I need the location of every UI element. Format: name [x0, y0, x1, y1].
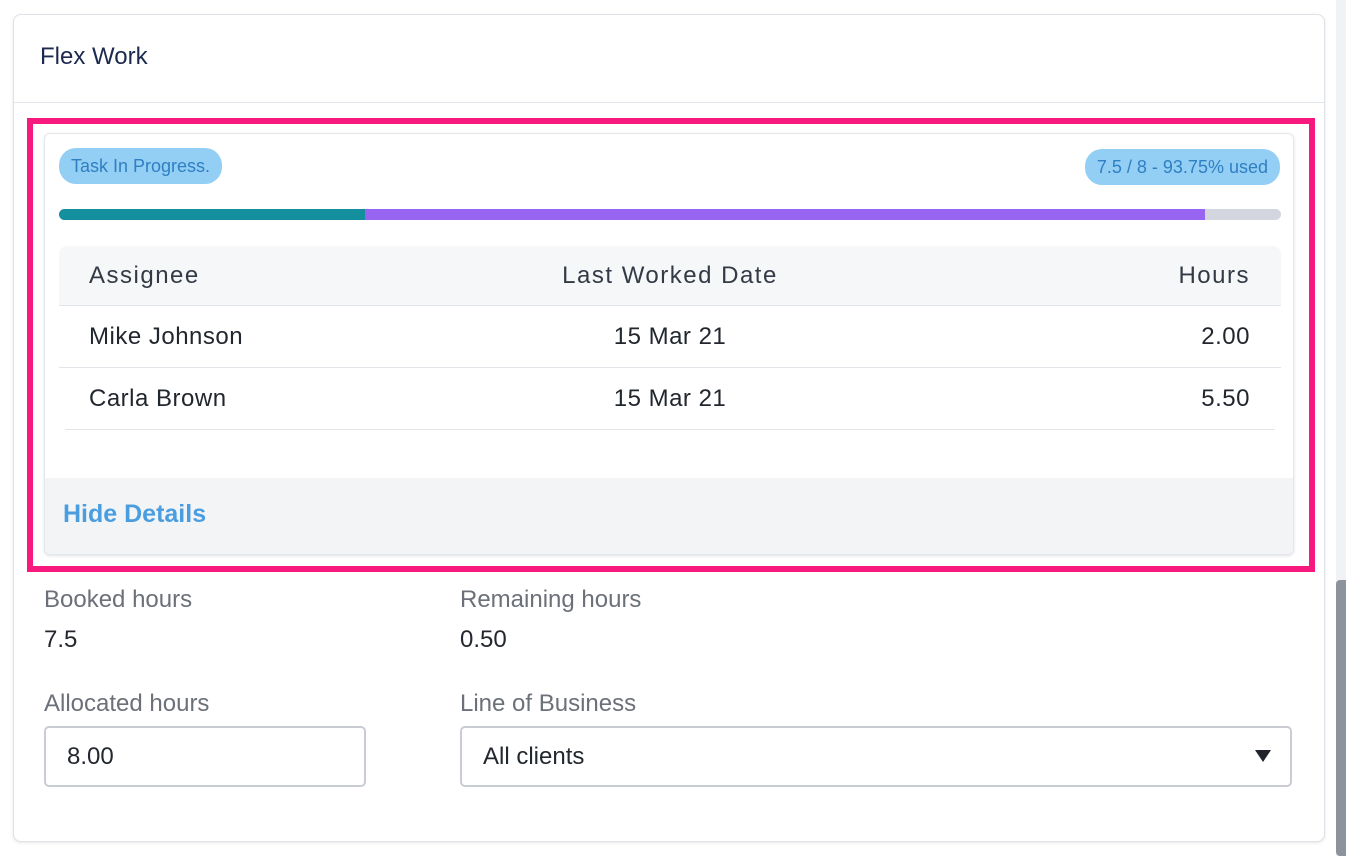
remaining-hours-label: Remaining hours — [460, 586, 642, 613]
caret-down-icon — [1255, 750, 1271, 762]
card-title: Flex Work — [40, 43, 148, 70]
cell-assignee: Carla Brown — [89, 385, 227, 412]
highlight-frame — [27, 118, 1315, 572]
cell-hours: 5.50 — [1201, 385, 1250, 412]
assignee-table: Last Worked Date Assignee Hours 15 Mar 2… — [59, 246, 1281, 430]
card-header: Flex Work — [14, 15, 1324, 103]
booked-hours-label: Booked hours — [44, 586, 193, 613]
task-details-panel: Task In Progress. 7.5 / 8 - 93.75% used … — [44, 133, 1294, 555]
table-row: 15 Mar 21 Mike Johnson 2.00 — [59, 306, 1281, 368]
hours-progress-bar — [59, 209, 1281, 220]
line-of-business-label: Line of Business — [460, 690, 637, 717]
line-of-business-select[interactable]: All clients — [460, 726, 1292, 787]
column-header-last-worked-date: Last Worked Date — [562, 262, 778, 289]
hide-details-link[interactable]: Hide Details — [63, 500, 207, 528]
remaining-hours-value: 0.50 — [460, 626, 507, 653]
line-of-business-selected: All clients — [483, 743, 585, 770]
scrollbar-thumb[interactable] — [1336, 580, 1346, 856]
table-row: 15 Mar 21 Carla Brown 5.50 — [65, 368, 1275, 430]
cell-date: 15 Mar 21 — [613, 323, 727, 350]
column-header-hours: Hours — [1178, 262, 1250, 289]
usage-badge: 7.5 / 8 - 93.75% used — [1084, 149, 1280, 185]
cell-assignee: Mike Johnson — [89, 323, 244, 350]
progress-segment-assignee-2 — [365, 209, 1205, 220]
status-badge: Task In Progress. — [59, 148, 223, 184]
allocated-hours-label: Allocated hours — [44, 690, 210, 717]
progress-segment-assignee-1 — [59, 209, 365, 220]
column-header-assignee: Assignee — [89, 262, 200, 289]
panel-footer: Hide Details — [45, 478, 1293, 554]
allocated-hours-input[interactable]: 8.00 — [44, 726, 366, 787]
table-header: Last Worked Date Assignee Hours — [59, 246, 1281, 306]
scrollbar-track[interactable] — [1336, 0, 1346, 856]
booked-hours-value: 7.5 — [44, 626, 78, 653]
cell-date: 15 Mar 21 — [613, 385, 727, 412]
cell-hours: 2.00 — [1201, 323, 1250, 350]
